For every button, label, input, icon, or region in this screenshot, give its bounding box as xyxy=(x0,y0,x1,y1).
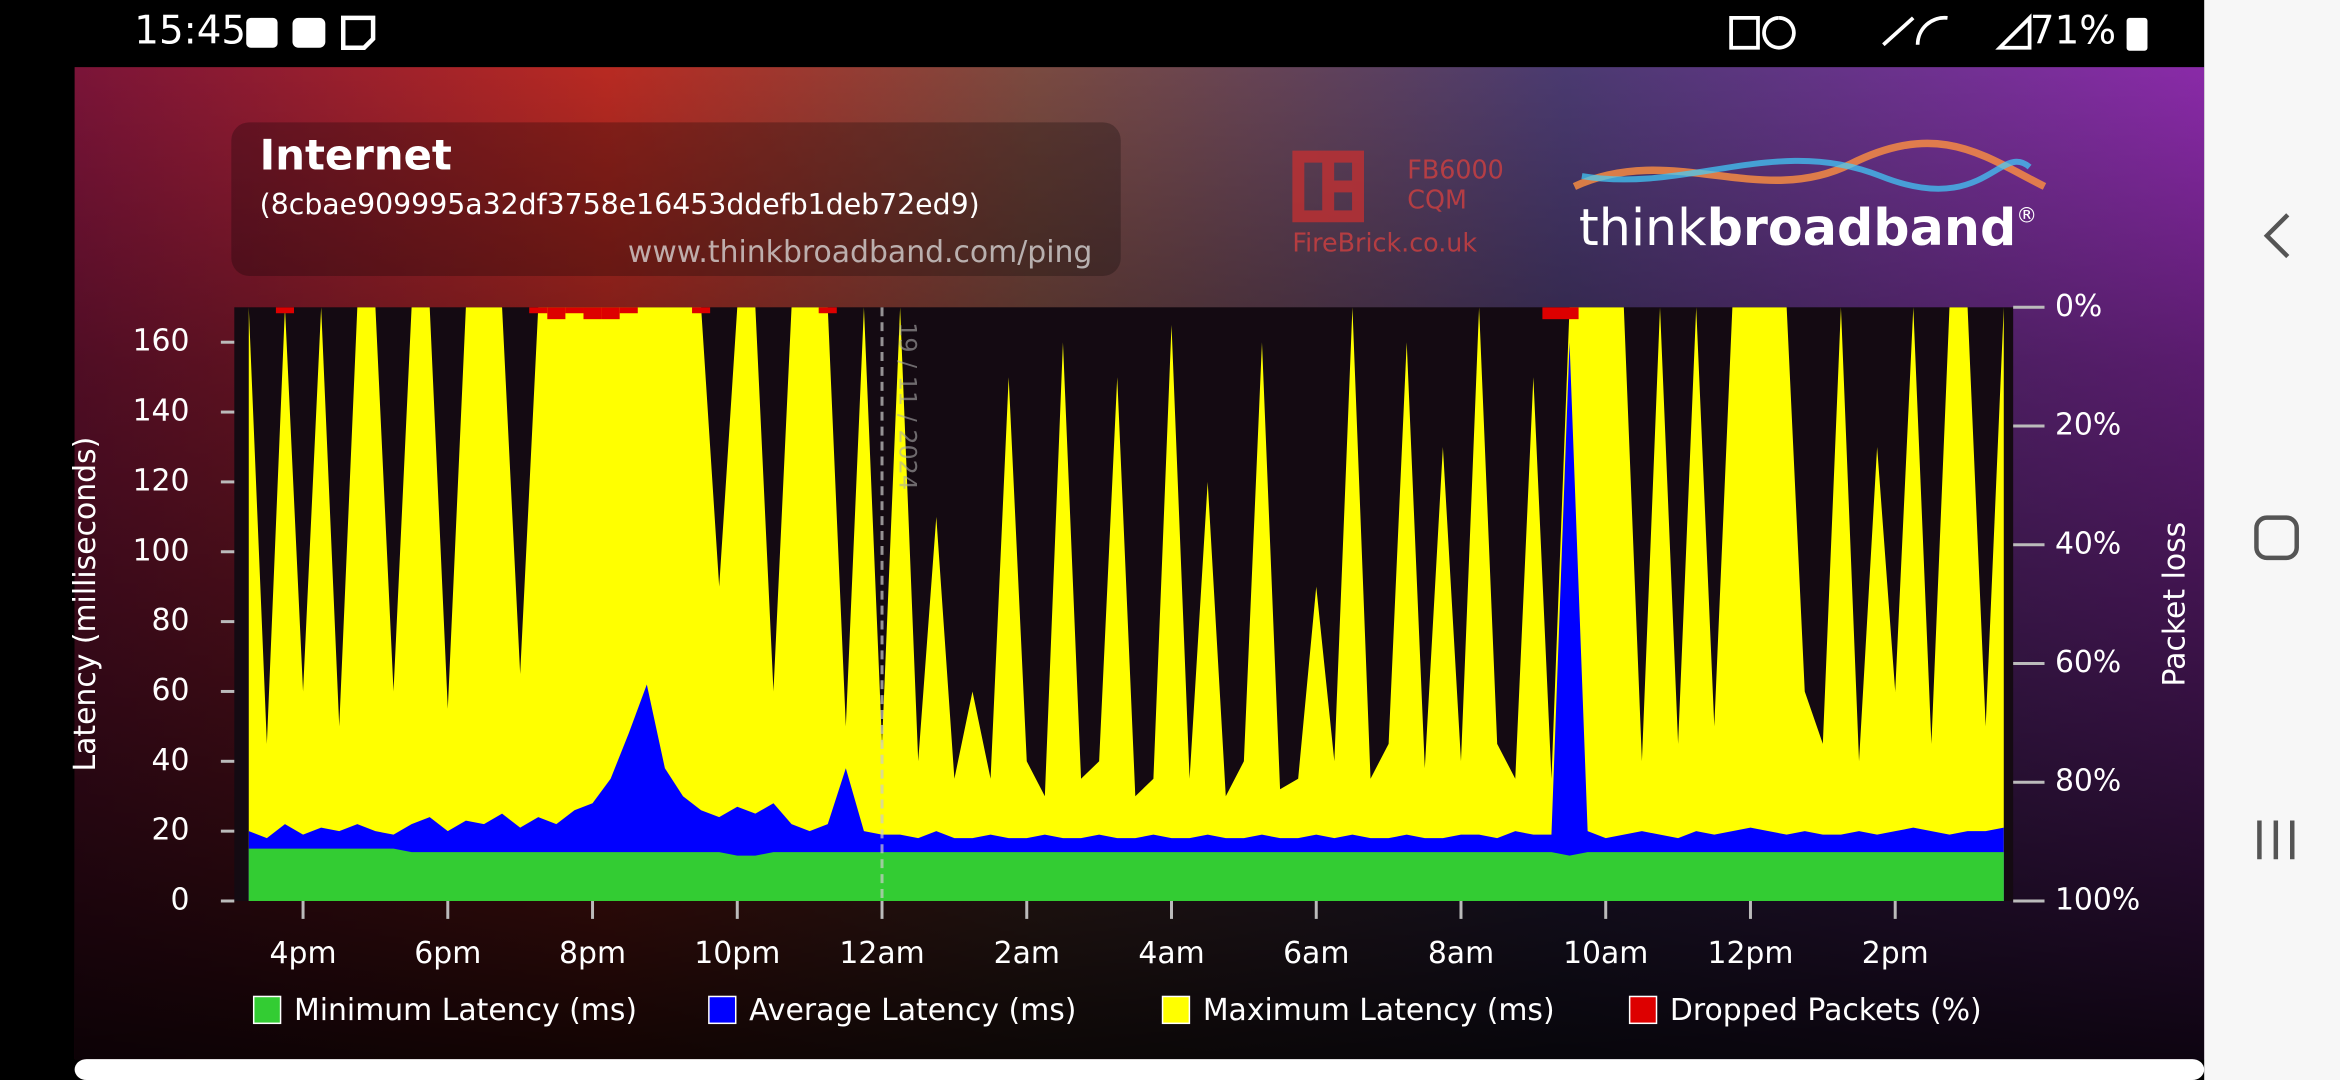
chart-title: Internet xyxy=(260,131,452,180)
brand-swirl xyxy=(1581,157,2032,192)
latency-area xyxy=(248,342,2004,901)
firebrick-logo xyxy=(1292,150,1365,223)
y-tick-label: 20 xyxy=(152,813,190,848)
legend-label: Average Latency (ms) xyxy=(749,993,1076,1028)
latency-area xyxy=(248,848,2004,901)
x-tick-label: 10pm xyxy=(694,936,780,971)
dropped-bar xyxy=(692,307,711,314)
y2-tick-label: 80% xyxy=(2055,764,2121,799)
brand-registered: ® xyxy=(2016,203,2037,227)
legend-label: Maximum Latency (ms) xyxy=(1203,993,1555,1028)
home-button[interactable] xyxy=(2254,515,2299,561)
x-tick-label: 12am xyxy=(839,936,924,971)
x-tick-label: 4pm xyxy=(270,936,337,971)
status-icons xyxy=(1729,13,2032,50)
y-tick-label: 80 xyxy=(152,603,190,638)
y-axis-label: Latency (milliseconds) xyxy=(68,437,103,772)
x-tick-label: 6am xyxy=(1283,936,1349,971)
plot: 19 / 11 / 2024 xyxy=(248,307,2004,901)
dropped-bar xyxy=(1560,307,1579,320)
source-url: www.thinkbroadband.com/ping xyxy=(628,235,1092,270)
dropped-bar xyxy=(601,307,620,320)
y-tick-label: 160 xyxy=(133,324,190,359)
y2-tick-label: 40% xyxy=(2055,526,2121,561)
x-tick-label: 8pm xyxy=(559,936,626,971)
dropped-bar xyxy=(583,307,602,320)
y-tick-label: 120 xyxy=(133,463,190,498)
brand-vendor: FireBrick.co.uk xyxy=(1292,228,1477,258)
chart-subtitle: (8cbae909995a32df3758e16453ddefb1deb72ed… xyxy=(260,188,980,221)
x-tick-label: 2am xyxy=(994,936,1060,971)
bottom-edge xyxy=(74,1059,2205,1080)
status-time: 15:45 xyxy=(134,8,246,53)
axes: 0 20 40 60 80 100 120 140 160 0% 20% 40% 60% 80% 100% 4… xyxy=(133,289,2141,971)
brand-mode: CQM xyxy=(1407,184,1467,214)
x-tick-label: 12pm xyxy=(1707,936,1793,971)
header-box xyxy=(231,122,1121,276)
brand-bold: broadband xyxy=(1707,198,2017,257)
y2-tick-label: 100% xyxy=(2055,882,2140,917)
dropped-bar xyxy=(1542,307,1561,320)
status-icon xyxy=(292,17,326,48)
dropped-bar xyxy=(547,307,566,320)
date-marker-label: 19 / 11 / 2024 xyxy=(893,322,921,490)
legend-label: Minimum Latency (ms) xyxy=(294,993,637,1028)
dropped-bar xyxy=(275,307,295,314)
x-tick-label: 10am xyxy=(1563,936,1648,971)
y-tick-label: 140 xyxy=(133,394,190,429)
legend-swatch xyxy=(1628,995,1658,1025)
dropped-bar xyxy=(619,307,638,314)
dropped-bar xyxy=(529,307,548,314)
y-tick-label: 0 xyxy=(171,882,190,917)
y2-tick-label: 20% xyxy=(2055,408,2121,443)
back-button[interactable] xyxy=(2263,213,2290,259)
x-tick-label: 4am xyxy=(1138,936,1204,971)
y-tick-label: 40 xyxy=(152,743,190,778)
legend-label: Dropped Packets (%) xyxy=(1670,993,1982,1028)
brand-device: FB6000 xyxy=(1407,155,1504,185)
nav-bar xyxy=(2204,0,2340,1080)
battery-level: 71% xyxy=(2030,8,2116,53)
x-tick-label: 8am xyxy=(1428,936,1494,971)
x-tick-label: 6pm xyxy=(414,936,481,971)
recents-button[interactable] xyxy=(2257,820,2295,860)
status-icon xyxy=(246,17,278,48)
brand-light: think xyxy=(1579,198,1707,257)
x-tick-label: 2pm xyxy=(1862,936,1929,971)
y-tick-label: 100 xyxy=(133,533,190,568)
legend-swatch xyxy=(252,995,282,1025)
y2-axis-label: Packet loss xyxy=(2157,522,2192,687)
y2-tick-label: 0% xyxy=(2055,289,2102,324)
status-icon xyxy=(341,15,376,50)
legend-swatch xyxy=(708,995,737,1025)
battery-icon xyxy=(2126,17,2148,51)
dropped-bar xyxy=(565,307,584,314)
y-tick-label: 60 xyxy=(152,673,190,708)
legend: Minimum Latency (ms) Average Latency (ms)… xyxy=(252,993,1982,1028)
brand-name: thinkbroadband® xyxy=(1579,198,2037,257)
y2-tick-label: 60% xyxy=(2055,645,2121,680)
legend-swatch xyxy=(1161,995,1191,1025)
dropped-bar xyxy=(818,307,837,314)
